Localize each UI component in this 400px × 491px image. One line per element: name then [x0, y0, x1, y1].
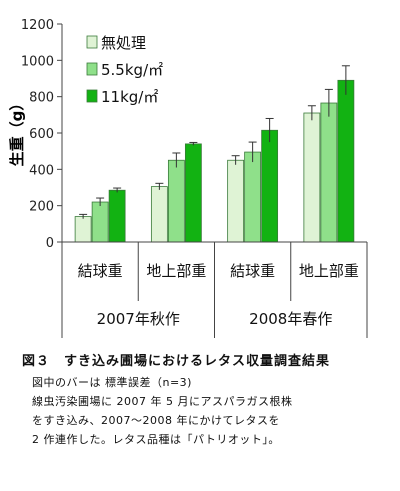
category-label: 結球重 — [230, 262, 275, 280]
bar — [303, 112, 321, 243]
caption-line: 図中のバーは 標準誤差（n=3) — [32, 376, 192, 389]
category-label: 結球重 — [78, 262, 123, 280]
category-table: 結球重 地上部重 結球重 地上部重 2007年秋作 2008年春作 — [61, 242, 368, 338]
y-tick-label: 1200 — [21, 18, 54, 33]
bar — [74, 216, 92, 243]
bar — [244, 151, 262, 243]
bar — [150, 186, 168, 243]
y-tick-label: 400 — [29, 163, 54, 178]
bar-series — [62, 79, 367, 243]
bar — [184, 143, 202, 243]
caption-line: 線虫汚染圃場に 2007 年 5 月にアスパラガス根株 — [32, 395, 293, 408]
bar — [227, 159, 245, 243]
y-axis: 0 200 400 600 800 1000 1200 — [21, 18, 63, 251]
figure-caption: 図３ すき込み圃場におけるレタス収量調査結果 図中のバーは 標準誤差（n=3) … — [22, 350, 394, 449]
caption-line: 2 作連作した。レタス品種は「パトリオット」。 — [32, 433, 280, 446]
y-tick-label: 800 — [29, 91, 54, 106]
season-label: 2008年春作 — [249, 310, 332, 328]
legend: 無処理 5.5kg/㎡ 11kg/㎡ — [86, 34, 163, 106]
legend-swatch — [86, 89, 98, 103]
bar — [91, 201, 109, 243]
bar — [261, 129, 279, 243]
y-tick-label: 0 — [46, 236, 54, 251]
bar — [320, 102, 338, 243]
legend-swatch — [86, 62, 98, 76]
yield-bar-chart: 0 200 400 600 800 1000 1200 生重（g） 結球重 地上部重 結球重 地上… — [8, 18, 368, 338]
legend-label: 11kg/㎡ — [101, 88, 158, 106]
category-label: 地上部重 — [146, 262, 206, 280]
legend-label: 無処理 — [101, 34, 146, 52]
legend-swatch — [86, 35, 98, 49]
y-tick-label: 1000 — [21, 54, 54, 69]
y-tick-label: 200 — [29, 200, 54, 215]
y-axis-label: 生重（g） — [8, 96, 26, 167]
bar — [108, 189, 126, 243]
bar — [337, 79, 355, 243]
caption-line: をすき込み、2007～2008 年にかけてレタスを — [32, 414, 280, 427]
legend-label: 5.5kg/㎡ — [101, 61, 163, 79]
caption-title: 図３ すき込み圃場におけるレタス収量調査結果 — [22, 354, 331, 369]
error-bars — [79, 65, 350, 219]
y-tick-label: 600 — [29, 127, 54, 142]
season-label: 2007年秋作 — [97, 310, 180, 328]
category-label: 地上部重 — [299, 262, 359, 280]
bar — [167, 159, 185, 243]
